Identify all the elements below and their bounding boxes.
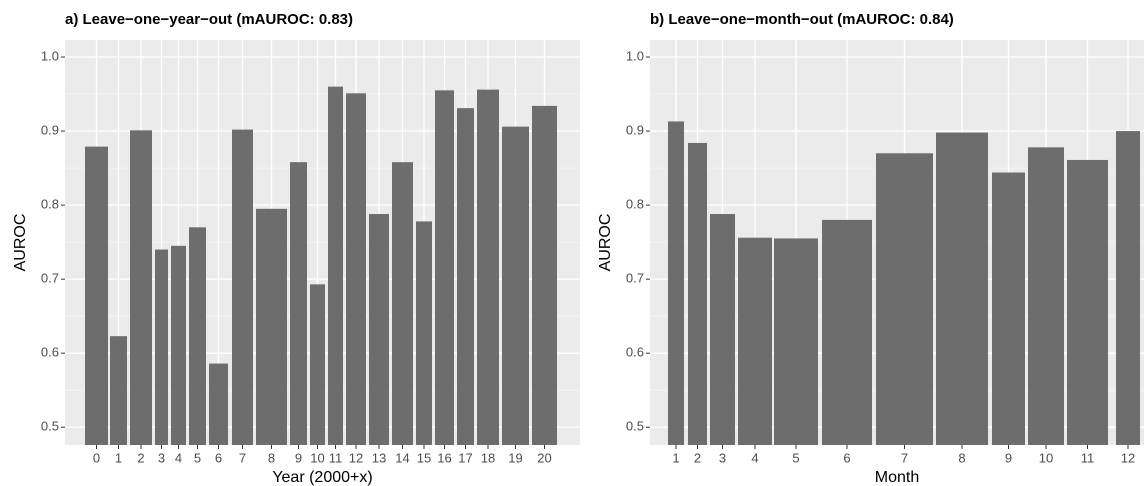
- y-tick-label: 0.6: [41, 345, 59, 360]
- bar: [822, 219, 872, 445]
- bar: [876, 153, 933, 445]
- x-tick-label: 0: [93, 450, 100, 465]
- x-tick-label: 5: [792, 450, 799, 465]
- x-tick-label: 6: [843, 450, 850, 465]
- x-tick-label: 6: [215, 450, 222, 465]
- x-tick-label: 11: [1081, 450, 1095, 465]
- y-axis-label: AUROC: [12, 214, 29, 272]
- bar: [936, 132, 988, 445]
- bar: [369, 213, 389, 445]
- bar: [189, 227, 206, 445]
- x-tick-label: 10: [1039, 450, 1053, 465]
- x-tick-label: 19: [508, 450, 522, 465]
- x-tick-label: 18: [481, 450, 495, 465]
- x-tick-label: 20: [537, 450, 551, 465]
- x-axis-label: Month: [875, 469, 919, 486]
- x-tick-label: 16: [437, 450, 451, 465]
- y-tick-label: 0.8: [626, 197, 644, 212]
- bar: [457, 108, 474, 445]
- x-tick-label: 5: [194, 450, 201, 465]
- x-tick-label: 7: [239, 450, 246, 465]
- y-tick-label: 0.9: [41, 123, 59, 138]
- y-tick-label: 1.0: [626, 48, 644, 63]
- x-tick-label: 9: [1005, 450, 1012, 465]
- y-tick-label: 0.6: [626, 345, 644, 360]
- x-tick-label: 8: [268, 450, 275, 465]
- x-tick-label: 3: [158, 450, 165, 465]
- bar: [290, 162, 307, 445]
- y-tick-label: 0.9: [626, 123, 644, 138]
- y-tick-label: 0.8: [41, 197, 59, 212]
- x-tick-label: 3: [719, 450, 726, 465]
- x-tick-label: 4: [751, 450, 758, 465]
- bar: [85, 146, 108, 445]
- bar: [1067, 159, 1108, 445]
- y-tick-label: 0.7: [41, 271, 59, 286]
- bar: [668, 121, 684, 445]
- y-tick-label: 0.7: [626, 271, 644, 286]
- x-tick-label: 13: [372, 450, 386, 465]
- x-tick-label: 10: [310, 450, 324, 465]
- bar: [532, 105, 557, 445]
- bar: [346, 93, 366, 445]
- chart-title: a) Leave−one−year−out (mAUROC: 0.83): [65, 11, 353, 28]
- bar: [710, 213, 735, 445]
- x-tick-label: 8: [958, 450, 965, 465]
- x-axis-label: Year (2000+x): [272, 469, 372, 486]
- x-tick-label: 11: [329, 450, 343, 465]
- bar: [171, 245, 186, 445]
- x-tick-label: 9: [295, 450, 302, 465]
- bar: [738, 237, 772, 445]
- bar: [774, 238, 818, 445]
- y-tick-label: 0.5: [626, 419, 644, 434]
- bar: [232, 129, 253, 445]
- chart-title: b) Leave−one−month−out (mAUROC: 0.84): [650, 11, 954, 28]
- x-tick-label: 17: [458, 450, 472, 465]
- panel: 0.50.60.70.80.91.00 1 2 3 4 5 6 7 8 9 10 11 12 13 14 15…: [12, 11, 580, 486]
- bar: [992, 172, 1025, 446]
- bar: [130, 130, 152, 445]
- x-tick-label: 1: [115, 450, 122, 465]
- x-tick-label: 15: [417, 450, 431, 465]
- x-tick-label: 12: [1121, 450, 1135, 465]
- panel: 0.50.60.70.80.91.01 2 3 4 5 6 7 8 9 10 11 12b) Leav…: [597, 11, 1144, 486]
- x-tick-label: 1: [672, 450, 679, 465]
- x-tick-label: 12: [349, 450, 363, 465]
- x-tick-label: 4: [175, 450, 182, 465]
- bar: [477, 89, 499, 446]
- bar: [310, 284, 325, 445]
- bar: [209, 363, 228, 445]
- x-tick-label: 2: [137, 450, 144, 465]
- bar: [416, 221, 432, 445]
- bar: [110, 336, 127, 445]
- bar: [155, 249, 168, 445]
- x-tick-label: 2: [694, 450, 701, 465]
- bar: [392, 162, 413, 445]
- y-tick-label: 1.0: [41, 48, 59, 63]
- y-tick-label: 0.5: [41, 419, 59, 434]
- x-tick-label: 14: [395, 450, 409, 465]
- bar: [328, 86, 343, 446]
- y-axis-label: AUROC: [597, 214, 614, 272]
- bar: [1028, 147, 1064, 445]
- bar: [435, 90, 454, 445]
- bar: [502, 126, 529, 445]
- bar: [1116, 131, 1140, 446]
- x-tick-label: 7: [901, 450, 908, 465]
- bar: [688, 142, 707, 446]
- bar: [256, 208, 287, 445]
